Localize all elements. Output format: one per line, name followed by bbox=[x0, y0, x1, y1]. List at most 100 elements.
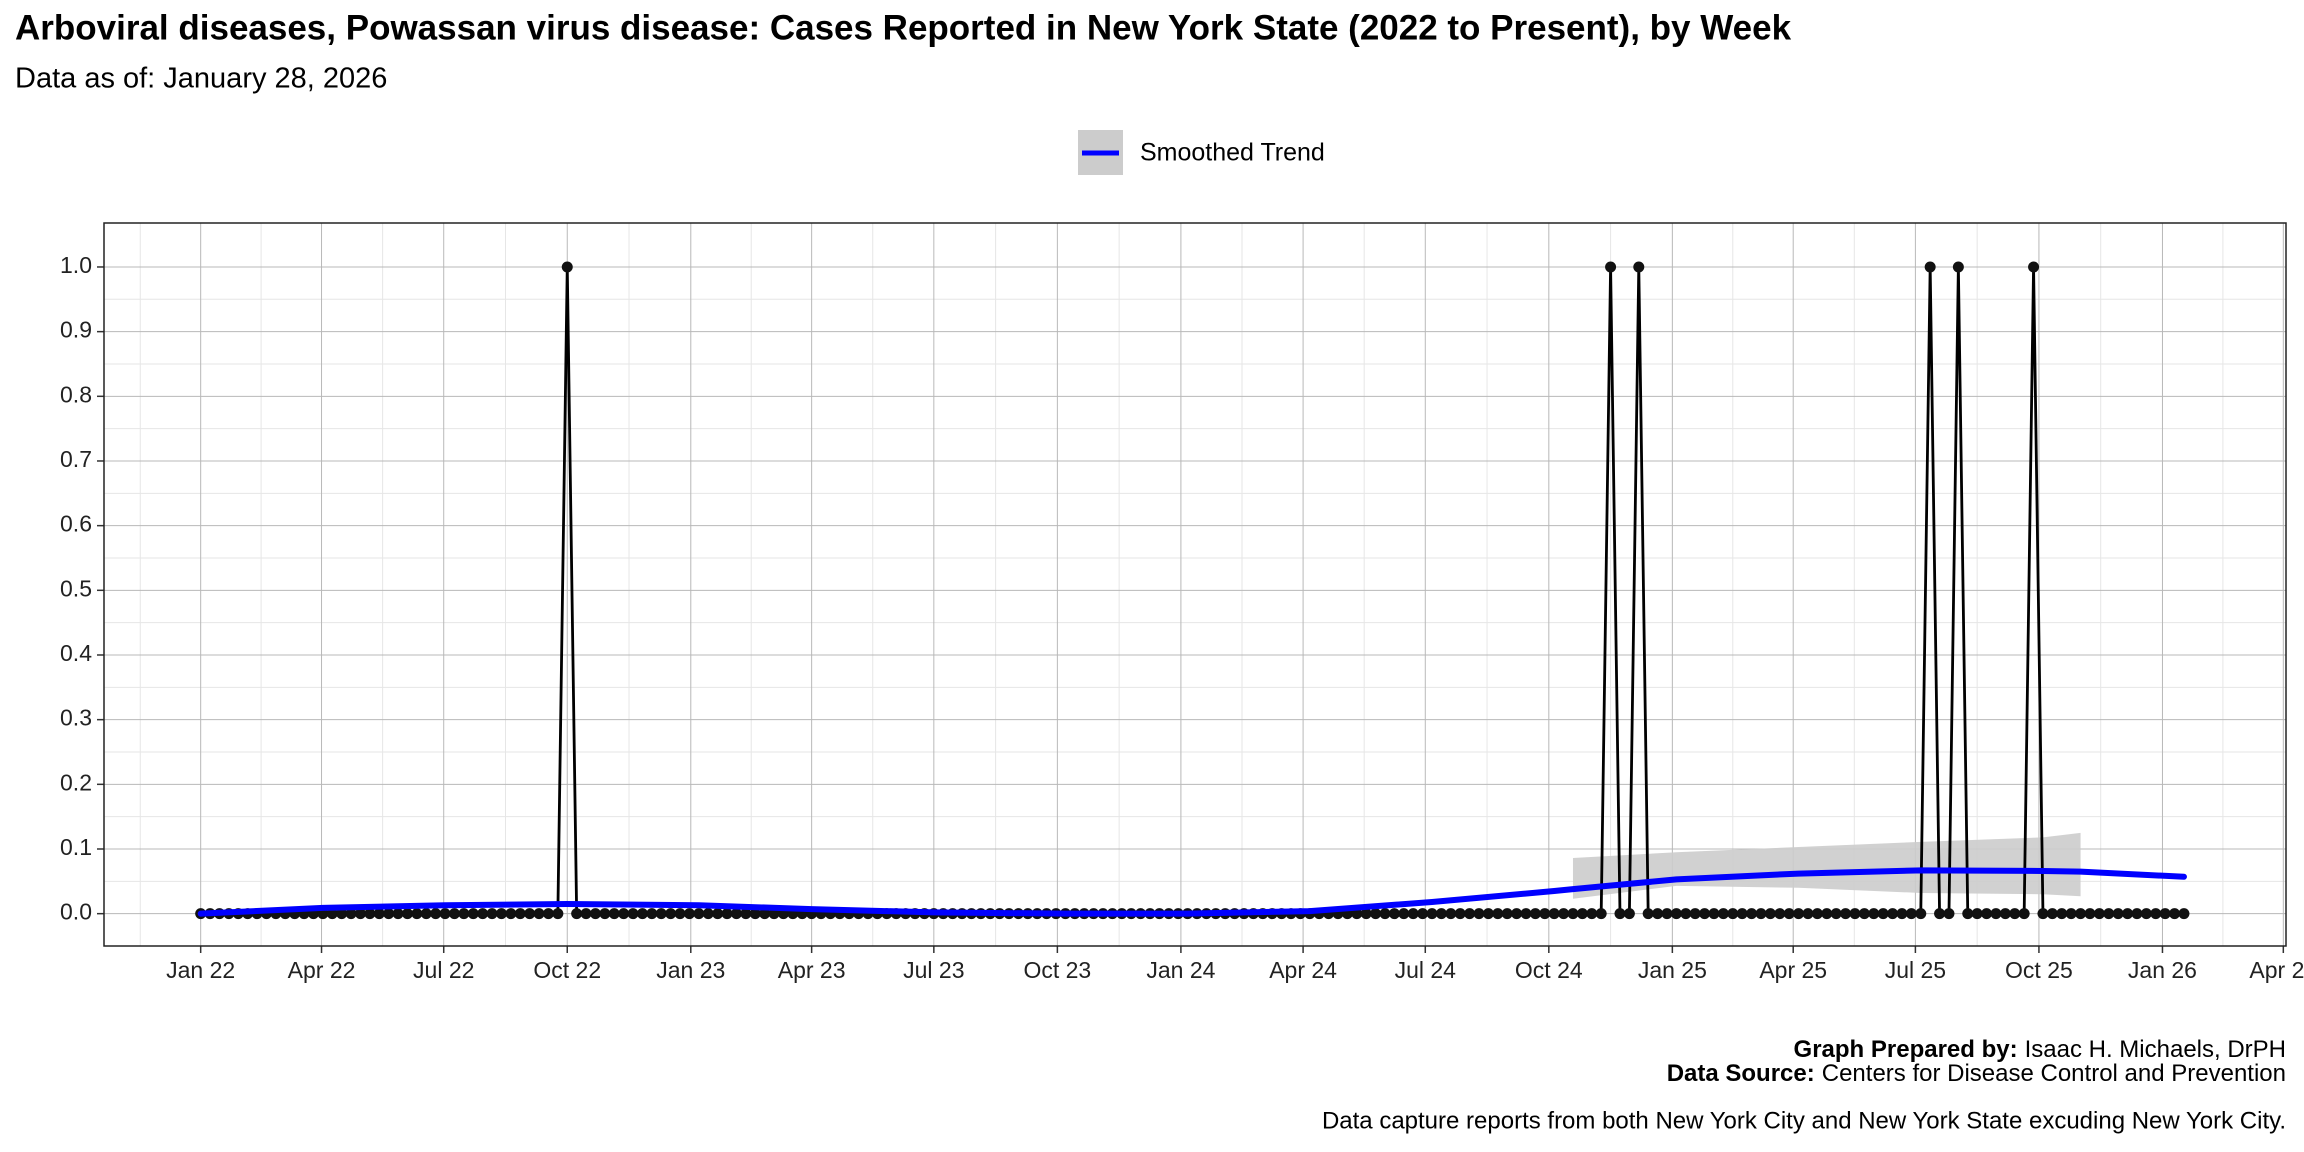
case-point bbox=[589, 908, 601, 920]
case-point bbox=[1736, 908, 1748, 920]
chart-subtitle: Data as of: January 28, 2026 bbox=[15, 63, 387, 95]
case-point bbox=[1680, 908, 1692, 920]
case-point bbox=[1746, 908, 1758, 920]
grid bbox=[104, 223, 2286, 946]
case-point bbox=[580, 908, 592, 920]
case-point bbox=[683, 908, 695, 920]
x-tick-label: Oct 23 bbox=[1023, 957, 1091, 983]
panel-border bbox=[103, 222, 2287, 947]
case-point bbox=[674, 908, 686, 920]
case-point bbox=[1934, 908, 1946, 920]
case-point bbox=[1595, 908, 1607, 920]
case-point bbox=[1642, 908, 1654, 920]
case-point bbox=[1887, 908, 1899, 920]
case-point bbox=[430, 908, 442, 920]
case-point bbox=[1623, 908, 1635, 920]
caption-prepared: Graph Prepared by: Isaac H. Michaels, DrP… bbox=[1794, 1036, 2286, 1063]
legend-label: Smoothed Trend bbox=[1140, 139, 1325, 167]
x-tick-label: Jan 23 bbox=[656, 957, 725, 983]
case-point bbox=[533, 908, 545, 920]
case-point bbox=[721, 908, 733, 920]
case-point bbox=[1905, 908, 1917, 920]
case-point bbox=[401, 908, 413, 920]
x-tick-label: Jan 22 bbox=[166, 957, 235, 983]
case-point bbox=[1877, 908, 1889, 920]
case-point bbox=[2159, 908, 2171, 920]
case-point bbox=[2084, 908, 2096, 920]
x-tick-label: Oct 25 bbox=[2005, 957, 2073, 983]
caption-value: Centers for Disease Control and Preventi… bbox=[1822, 1060, 2286, 1087]
case-point bbox=[495, 908, 507, 920]
case-point bbox=[552, 908, 564, 920]
case-point bbox=[439, 908, 451, 920]
case-point bbox=[1717, 908, 1729, 920]
case-point bbox=[571, 908, 583, 920]
case-point bbox=[1473, 908, 1485, 920]
case-point bbox=[1511, 908, 1523, 920]
x-tick-label: Jul 23 bbox=[903, 957, 964, 983]
case-point bbox=[646, 908, 658, 920]
case-point bbox=[1614, 908, 1626, 920]
case-point bbox=[1802, 908, 1814, 920]
case-point bbox=[1633, 261, 1645, 273]
case-point bbox=[1586, 908, 1598, 920]
case-point bbox=[486, 908, 498, 920]
y-tick-label: 0.6 bbox=[60, 511, 92, 537]
case-point bbox=[636, 908, 648, 920]
case-point bbox=[373, 908, 385, 920]
x-tick-label: Oct 24 bbox=[1515, 957, 1583, 983]
y-tick-label: 0.2 bbox=[60, 769, 92, 795]
case-point bbox=[618, 908, 630, 920]
case-point bbox=[364, 908, 376, 920]
case-point bbox=[1379, 908, 1391, 920]
case-point bbox=[1407, 908, 1419, 920]
case-point bbox=[1830, 908, 1842, 920]
case-point bbox=[712, 908, 724, 920]
case-point bbox=[2178, 908, 2190, 920]
case-point bbox=[2075, 908, 2087, 920]
caption-note: Data capture reports from both New York … bbox=[1322, 1107, 2286, 1134]
case-point bbox=[759, 908, 771, 920]
case-point bbox=[1981, 908, 1993, 920]
case-point bbox=[1605, 261, 1617, 273]
case-point bbox=[1915, 908, 1927, 920]
case-point bbox=[1388, 908, 1400, 920]
case-point bbox=[1840, 908, 1852, 920]
case-point bbox=[1539, 908, 1551, 920]
case-point bbox=[599, 908, 611, 920]
y-tick-label: 1.0 bbox=[60, 252, 92, 278]
case-point bbox=[1548, 908, 1560, 920]
case-point bbox=[2112, 908, 2124, 920]
case-point bbox=[627, 908, 639, 920]
case-point bbox=[1567, 908, 1579, 920]
x-tick-label: Jan 26 bbox=[2128, 957, 2197, 983]
case-point bbox=[1924, 261, 1936, 273]
case-point bbox=[1445, 908, 1457, 920]
case-point bbox=[1464, 908, 1476, 920]
case-point bbox=[1943, 908, 1955, 920]
case-point bbox=[514, 908, 526, 920]
case-point bbox=[1896, 908, 1908, 920]
case-point bbox=[1351, 908, 1363, 920]
case-point bbox=[1990, 908, 2002, 920]
legend: Smoothed Trend bbox=[1078, 130, 1325, 175]
case-point bbox=[1783, 908, 1795, 920]
case-point bbox=[2056, 908, 2068, 920]
case-point bbox=[2009, 908, 2021, 920]
case-point bbox=[1727, 908, 1739, 920]
case-point bbox=[1520, 908, 1532, 920]
trend-line bbox=[197, 867, 2187, 917]
x-tick-label: Jan 24 bbox=[1146, 957, 1215, 983]
case-point bbox=[1360, 908, 1372, 920]
case-point bbox=[1398, 908, 1410, 920]
case-point bbox=[2140, 908, 2152, 920]
y-tick-label: 0.1 bbox=[60, 834, 92, 860]
y-tick-label: 0.5 bbox=[60, 575, 92, 601]
y-tick-label: 0.0 bbox=[60, 899, 92, 925]
caption-label: Graph Prepared by: bbox=[1794, 1036, 2018, 1063]
x-tick-label: Jul 22 bbox=[413, 957, 474, 983]
case-point bbox=[1952, 261, 1964, 273]
case-point bbox=[1821, 908, 1833, 920]
case-point bbox=[1774, 908, 1786, 920]
